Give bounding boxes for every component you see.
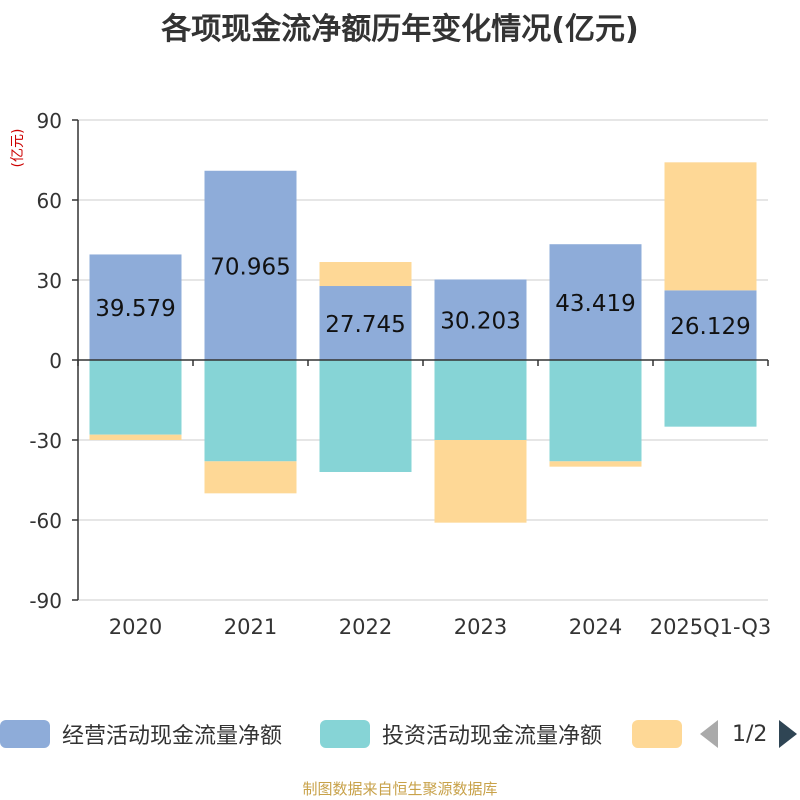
grid-lines bbox=[78, 119, 768, 601]
legend-label-investing: 投资活动现金流量净额 bbox=[382, 724, 603, 749]
bar-financing[interactable] bbox=[434, 440, 527, 523]
legend-swatch-financing bbox=[632, 720, 682, 748]
bar-operating[interactable] bbox=[89, 254, 182, 360]
chart-title: 各项现金流净额历年变化情况(亿元) bbox=[161, 12, 639, 47]
legend-pager: 1/2 bbox=[700, 716, 798, 752]
y-tick-label: -60 bbox=[29, 509, 62, 533]
bar-financing[interactable] bbox=[204, 461, 297, 494]
bar-operating[interactable] bbox=[204, 170, 297, 360]
y-tick-label: 60 bbox=[37, 189, 62, 213]
pager-next-icon[interactable] bbox=[779, 720, 798, 748]
y-axis-title: (亿元) bbox=[10, 129, 26, 168]
data-label: 26.129 bbox=[670, 314, 750, 340]
bar-financing[interactable] bbox=[549, 461, 642, 467]
legend-item-financing[interactable] bbox=[632, 716, 682, 752]
x-tick-label: 2022 bbox=[339, 615, 392, 639]
x-tick-label: 2024 bbox=[569, 615, 622, 639]
data-label: 39.579 bbox=[95, 296, 175, 322]
data-label: 27.745 bbox=[325, 312, 405, 338]
bar-operating[interactable] bbox=[664, 290, 757, 360]
bar-investing[interactable] bbox=[204, 360, 297, 462]
bar-investing[interactable] bbox=[319, 360, 412, 472]
bar-operating[interactable] bbox=[319, 286, 412, 360]
bar-operating[interactable] bbox=[434, 279, 527, 360]
source-note: 制图数据来自恒生聚源数据库 bbox=[302, 780, 498, 798]
x-tick-label: 2020 bbox=[109, 615, 162, 639]
bar-financing[interactable] bbox=[319, 262, 412, 287]
legend: 经营活动现金流量净额 投资活动现金流量净额 1/2 bbox=[0, 716, 800, 752]
data-label: 43.419 bbox=[555, 291, 635, 317]
legend-swatch-operating bbox=[0, 720, 50, 748]
bar-operating[interactable] bbox=[549, 244, 642, 360]
x-tick-label: 2023 bbox=[454, 615, 507, 639]
bar-investing[interactable] bbox=[434, 360, 527, 440]
x-tick-label: 2021 bbox=[224, 615, 277, 639]
legend-item-investing[interactable]: 投资活动现金流量净额 bbox=[320, 716, 602, 752]
y-tick-label: 0 bbox=[49, 349, 62, 373]
bar-investing[interactable] bbox=[549, 360, 642, 462]
bar-investing[interactable] bbox=[89, 360, 182, 435]
y-tick-label: 90 bbox=[37, 109, 62, 133]
y-tick-label: -90 bbox=[29, 589, 62, 613]
data-label: 30.203 bbox=[440, 309, 520, 335]
pager-text: 1/2 bbox=[732, 721, 768, 747]
axes: 90 60 30 0 -30 -60 -90 2020 2021 2022 2023 2024 2025… bbox=[29, 109, 771, 639]
legend-label-operating: 经营活动现金流量净额 bbox=[62, 724, 283, 749]
x-tick-label: 2025Q1-Q3 bbox=[650, 615, 772, 639]
legend-swatch-investing bbox=[320, 720, 370, 748]
y-tick-label: 30 bbox=[37, 269, 62, 293]
y-tick-label: -30 bbox=[29, 429, 62, 453]
bars: 39.579 70.965 27.745 30.203 43.419 26.129 bbox=[89, 162, 757, 523]
data-label: 70.965 bbox=[210, 254, 290, 280]
legend-item-operating[interactable]: 经营活动现金流量净额 bbox=[0, 716, 282, 752]
bar-financing[interactable] bbox=[664, 162, 757, 291]
bar-financing[interactable] bbox=[89, 434, 182, 440]
bar-investing[interactable] bbox=[664, 360, 757, 427]
pager-prev-icon[interactable] bbox=[700, 720, 718, 748]
